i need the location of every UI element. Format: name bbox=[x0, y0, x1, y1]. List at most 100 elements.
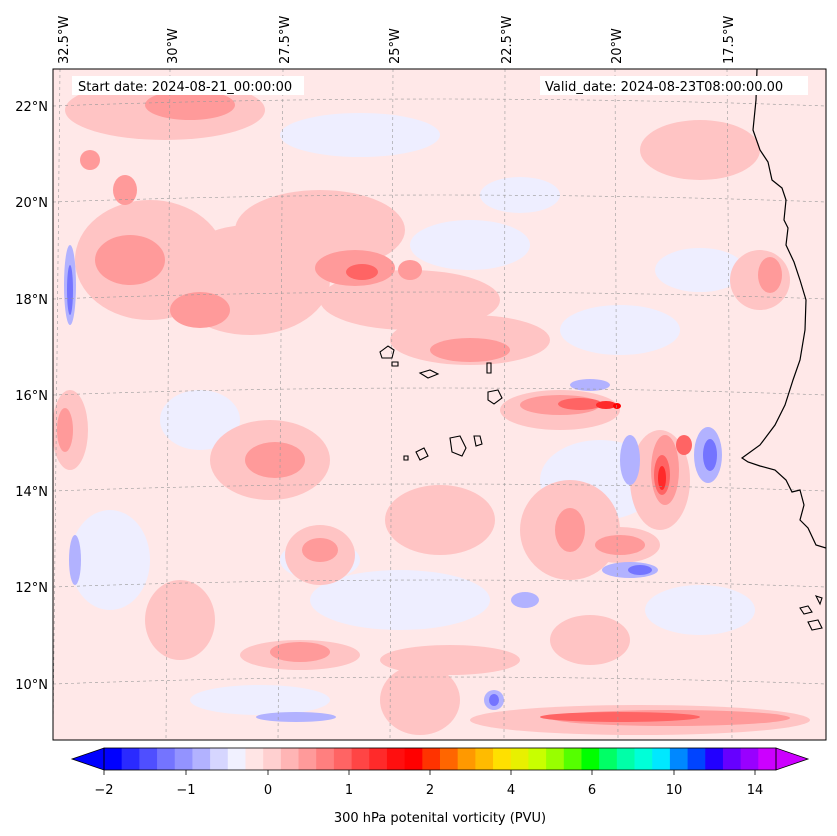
colorbar-segment bbox=[669, 748, 688, 770]
colorbar-tick-label: 1 bbox=[345, 783, 353, 798]
pv-maximum-core bbox=[613, 403, 621, 409]
colorbar-segment bbox=[581, 748, 600, 770]
colorbar-segment bbox=[546, 748, 565, 770]
colorbar-tick-label: 4 bbox=[507, 783, 515, 798]
colorbar-segment bbox=[740, 748, 759, 770]
bijagos-islands bbox=[799, 595, 823, 631]
lon-label: 25°W bbox=[388, 28, 403, 64]
colorbar-segment bbox=[369, 748, 388, 770]
island-sao-vicente bbox=[391, 361, 399, 367]
colorbar-segment bbox=[139, 748, 158, 770]
meridian-line bbox=[277, 69, 284, 740]
lon-label: 32.5°W bbox=[57, 16, 72, 64]
colorbar-segment bbox=[121, 748, 140, 770]
colorbar-segment bbox=[404, 748, 423, 770]
colorbar-max-arrow bbox=[775, 747, 810, 771]
valid-date-box bbox=[540, 76, 808, 95]
colorbar-segment bbox=[316, 748, 335, 770]
colorbar: −2 −1 0 1 2 4 6 10 14 300 hPa potenital … bbox=[70, 747, 810, 826]
parallel-line bbox=[53, 676, 826, 685]
colorbar-segment bbox=[440, 748, 459, 770]
island-boa-vista bbox=[487, 389, 503, 405]
colorbar-ticks: −2 −1 0 1 2 4 6 10 14 bbox=[94, 783, 763, 798]
colorbar-segment bbox=[652, 748, 671, 770]
colorbar-segment bbox=[157, 748, 176, 770]
colorbar-segments bbox=[104, 748, 777, 770]
colorbar-segment bbox=[563, 748, 582, 770]
lat-label: 10°N bbox=[15, 678, 48, 693]
lat-label: 12°N bbox=[15, 581, 48, 596]
lon-label: 30°W bbox=[166, 28, 181, 64]
colorbar-segment bbox=[422, 748, 441, 770]
island-santiago bbox=[449, 435, 467, 457]
lat-label: 14°N bbox=[15, 485, 48, 500]
colorbar-segment bbox=[351, 748, 370, 770]
lon-label: 27.5°W bbox=[278, 16, 293, 64]
colorbar-segment bbox=[493, 748, 512, 770]
colorbar-segment bbox=[722, 748, 742, 770]
pv-field bbox=[53, 69, 826, 740]
colorbar-segment bbox=[634, 748, 653, 770]
parallel-line bbox=[53, 98, 826, 107]
colorbar-tick-label: −2 bbox=[94, 783, 113, 798]
lon-label: 20°W bbox=[610, 28, 625, 64]
colorbar-segment bbox=[227, 748, 246, 770]
africa-coastline bbox=[740, 69, 826, 549]
cape-verde-islands bbox=[379, 345, 823, 631]
meridian-line bbox=[614, 69, 619, 740]
colorbar-segment bbox=[687, 748, 706, 770]
colorbar-segment bbox=[475, 748, 494, 770]
colorbar-segment bbox=[616, 748, 635, 770]
colorbar-tick-label: −1 bbox=[176, 783, 195, 798]
colorbar-label: 300 hPa potenital vorticity (PVU) bbox=[334, 811, 546, 826]
meridian-line bbox=[165, 69, 171, 740]
colorbar-segment bbox=[245, 748, 264, 770]
colorbar-segment bbox=[386, 748, 406, 770]
colorbar-tick-label: 0 bbox=[264, 783, 272, 798]
island-maio bbox=[473, 435, 483, 447]
lat-label: 18°N bbox=[15, 293, 48, 308]
colorbar-segment bbox=[510, 748, 529, 770]
start-date-label: Start date: 2024-08-21_00:00:00 bbox=[78, 80, 292, 95]
colorbar-segment bbox=[104, 748, 123, 770]
colorbar-segment bbox=[280, 748, 299, 770]
colorbar-tick-marks bbox=[103, 770, 756, 775]
colorbar-segment bbox=[528, 748, 547, 770]
island-sal bbox=[486, 362, 492, 374]
island-sao-nicolau bbox=[418, 369, 440, 379]
longitude-labels: 32.5°W 30°W 27.5°W 25°W 22.5°W 20°W 17.5… bbox=[57, 16, 737, 64]
pv-very-strong-red-areas bbox=[596, 401, 666, 490]
colorbar-tick-label: 10 bbox=[666, 783, 683, 798]
island-brava bbox=[403, 455, 409, 461]
pv-strong-negative-areas bbox=[67, 265, 717, 706]
start-date-box bbox=[72, 76, 304, 95]
parallel-line bbox=[53, 579, 826, 588]
meridian-line bbox=[53, 69, 61, 740]
lat-label: 16°N bbox=[15, 389, 48, 404]
island-fogo bbox=[415, 447, 429, 461]
colorbar-tick-label: 6 bbox=[588, 783, 596, 798]
lat-label: 20°N bbox=[15, 196, 48, 211]
colorbar-segment bbox=[210, 748, 229, 770]
colorbar-tick-label: 2 bbox=[426, 783, 434, 798]
colorbar-segment bbox=[758, 748, 777, 770]
lat-label: 22°N bbox=[15, 100, 48, 115]
parallel-line bbox=[53, 483, 826, 492]
colorbar-segment bbox=[333, 748, 352, 770]
colorbar-segment bbox=[705, 748, 724, 770]
colorbar-segment bbox=[174, 748, 193, 770]
lon-label: 17.5°W bbox=[722, 16, 737, 64]
meridian-line bbox=[726, 69, 733, 740]
colorbar-min-arrow bbox=[70, 747, 105, 771]
graticule bbox=[53, 69, 826, 740]
island-santo-antao bbox=[379, 345, 395, 359]
valid-date-label: Valid_date: 2024-08-23T08:00:00.00 bbox=[545, 80, 783, 95]
colorbar-segment bbox=[457, 748, 476, 770]
latitude-labels: 22°N 20°N 18°N 16°N 14°N 12°N 10°N bbox=[15, 100, 48, 693]
parallel-line bbox=[53, 291, 826, 300]
map-frame bbox=[52, 68, 827, 741]
parallel-line bbox=[53, 387, 826, 396]
colorbar-segment bbox=[298, 748, 317, 770]
colorbar-segment bbox=[192, 748, 211, 770]
